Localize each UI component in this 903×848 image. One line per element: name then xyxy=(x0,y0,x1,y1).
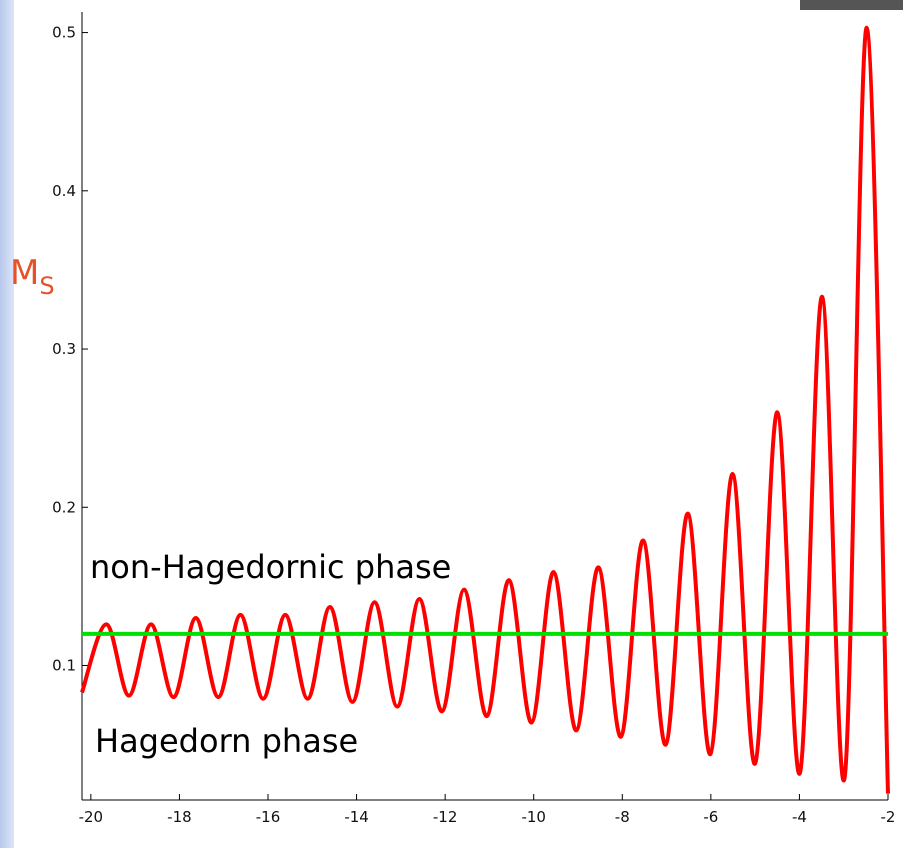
y-tick-label: 0.1 xyxy=(52,657,76,675)
y-tick-label: 0.3 xyxy=(52,340,76,358)
y-axis-label: MS xyxy=(10,253,55,300)
x-tick-label: -18 xyxy=(167,808,192,826)
x-tick-label: -14 xyxy=(344,808,369,826)
y-tick-label: 0.4 xyxy=(52,182,76,200)
slide-edge xyxy=(0,0,14,848)
x-tick-label: -6 xyxy=(703,808,718,826)
annotation: non-Hagedornic phase xyxy=(90,548,451,586)
y-tick-label: 0.5 xyxy=(52,24,76,42)
y-tick-label: 0.2 xyxy=(52,498,76,516)
x-tick-label: -20 xyxy=(79,808,104,826)
corner-image xyxy=(800,0,903,10)
x-tick-label: -8 xyxy=(615,808,630,826)
y-label-sub: S xyxy=(39,272,54,300)
x-tick-label: -4 xyxy=(792,808,807,826)
x-tick-label: -2 xyxy=(881,808,896,826)
data-line xyxy=(80,25,890,794)
x-tick-label: -12 xyxy=(433,808,458,826)
x-tick-label: -10 xyxy=(521,808,546,826)
annotation: Hagedorn phase xyxy=(95,722,358,760)
x-tick-label: -16 xyxy=(256,808,281,826)
plot-area: 0.1 0.2 0.3 0.4 0.5 -20 -18 -16 -14 -12 -10 -8 -6 -4 -… xyxy=(52,12,895,826)
y-label-main: M xyxy=(10,253,39,293)
